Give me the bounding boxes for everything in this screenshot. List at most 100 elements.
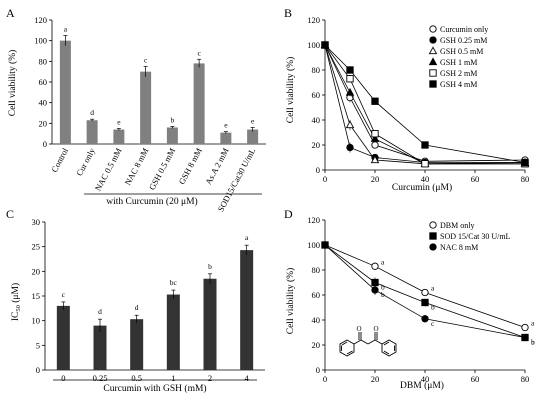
- panel-d-sig-sod-15-cat-30-u-ml-80: b: [531, 338, 535, 347]
- panel-b-point-gsh-1-mm-10: [345, 87, 355, 96]
- panel-c-sig-letter-0-25: d: [98, 307, 102, 316]
- panel-b-y-tick-40: 40: [312, 115, 321, 125]
- panel-d-legend-label-sod-15-cat-30-u-ml: SOD 15/Cat 30 U/mL: [440, 232, 511, 241]
- panel-c-x-tick-0-5: 0.5: [131, 373, 142, 383]
- panel-c-bar-0: [56, 305, 70, 370]
- panel-a-bar-nac-0-5-mm: [113, 129, 125, 144]
- panel-c-sig-letter-2: b: [208, 262, 212, 271]
- panel-c-y-tick-20: 20: [32, 266, 41, 276]
- panel-a-x-tick-gsh-0-5-mm: GSH 0.5 mM: [147, 146, 178, 192]
- panel-a-x-tick-cur-only: Cur only: [74, 146, 97, 178]
- panel-a-sig-letter-cur-only: d: [90, 108, 94, 117]
- panel-d-sig-dbm-only-40: a: [431, 284, 435, 293]
- panel-a-sig-letter-nac-8-mm: c: [144, 56, 148, 65]
- panel-a-sig-letter-gsh-8-mm: c: [197, 48, 201, 57]
- panel-c-x-tick-4: 4: [245, 373, 250, 383]
- panel-a-sig-letter-as-a-2-mm: e: [224, 121, 228, 130]
- panel-b-legend-marker-gsh-0-5-mm: [428, 46, 438, 55]
- panel-c-y-tick-15: 15: [32, 291, 41, 301]
- panel-d-point-nac-8-mm-40: [421, 315, 429, 323]
- panel-b-legend-marker-gsh-0-25-mm: [429, 36, 437, 44]
- panel-d-y-tick-40: 40: [312, 315, 321, 325]
- panel-d-y-tick-120: 120: [307, 215, 320, 225]
- panel-d-sig-dbm-only-80: a: [531, 319, 535, 328]
- panel-b-point-curcumin-only-20: [371, 141, 379, 149]
- panel-b-point-gsh-4-mm-80: [521, 158, 529, 167]
- panel-c-bar-0-25: [93, 325, 107, 370]
- panel-b-legend: Curcumin only GSH 0.25 mM GSH 0.5 mM GSH 1 …: [428, 25, 488, 89]
- svg-text:O: O: [374, 325, 379, 333]
- dbm-structure: O O: [339, 325, 397, 357]
- panel-d-x-tick-20: 20: [371, 374, 380, 384]
- panel-a-y-tick-60: 60: [39, 77, 48, 87]
- panel-b-x-title: Curcumin (μM): [392, 182, 452, 193]
- panel-b-legend-label-gsh-2-mm: GSH 2 mM: [440, 69, 477, 78]
- panel-d-sig-sod-15-cat-30-u-ml-40: b: [431, 303, 435, 312]
- panel-b-legend-label-gsh-0-5-mm: GSH 0.5 mM: [440, 47, 483, 56]
- panel-c-bar-0-5: [130, 319, 144, 370]
- panel-c-sig-letter-1: bc: [170, 278, 178, 287]
- panel-a-sig-letter-control: a: [64, 25, 68, 34]
- panel-d-sig-dbm-only-20: a: [381, 257, 385, 266]
- panel-letter-b: B: [284, 6, 292, 20]
- panel-d-y-tick-20: 20: [312, 340, 321, 350]
- panel-a-bar-as-a-2-mm: [220, 132, 232, 144]
- panel-d-sig-sod-15-cat-30-u-ml-20: b: [381, 283, 385, 292]
- panel-a-y-tick-100: 100: [34, 36, 47, 46]
- panel-d-x-tick-0: 0: [323, 374, 327, 384]
- panel-d-legend-label-nac-8-mm: NAC 8 mM: [440, 243, 478, 252]
- panel-c-x-tick-0-25: 0.25: [93, 373, 108, 383]
- panel-a-x-tick-gsh-8-mm: GSH 8 mM: [176, 146, 204, 186]
- panel-a-x-tick-control: Control: [49, 146, 70, 174]
- panel-b-legend-label-gsh-1-mm: GSH 1 mM: [440, 58, 477, 67]
- panel-c-y-tick-0: 0: [36, 365, 40, 375]
- panel-a-x-tick-nac-8-mm: NAC 8 mM: [122, 146, 150, 187]
- panel-d-line-nac-8-mm: [324, 244, 526, 338]
- panel-d-point-nac-8-mm-0: [321, 241, 329, 249]
- panel-d-point-dbm-only-40: [421, 288, 429, 297]
- panel-d-y-tick-100: 100: [307, 240, 320, 250]
- panel-a-y-title: Cell viability (%): [7, 50, 18, 117]
- panel-b-point-gsh-4-mm-0: [321, 41, 329, 49]
- panel-b-point-gsh-0-25-mm-10: [346, 143, 354, 152]
- panel-d-line-dbm-only: [324, 244, 526, 328]
- panel-b-y-title: Cell viability (%): [285, 57, 296, 124]
- panel-d-x-title: DBM (μM): [400, 380, 444, 391]
- svg-text:O: O: [357, 325, 362, 333]
- panel-b-legend-marker-gsh-1-mm: [428, 57, 438, 66]
- panel-b-y-tick-20: 20: [312, 140, 321, 150]
- panel-c-x-tick-0: 0: [61, 373, 65, 383]
- panel-b: Cell viability (%) Curcumin (μM) 0 20 40 60…: [285, 15, 530, 193]
- panel-b-y-tick-120: 120: [307, 15, 320, 25]
- panel-b-legend-label-gsh-0-25-mm: GSH 0.25 mM: [440, 36, 487, 45]
- panel-d-sig-nac-8-mm-40: c: [431, 319, 435, 328]
- panel-c-x-tick-2: 2: [208, 373, 212, 383]
- panel-b-point-gsh-2-mm-10: [346, 75, 354, 83]
- panel-b-y-tick-0: 0: [316, 165, 320, 175]
- panel-d-legend-marker-nac-8-mm: [429, 243, 437, 251]
- panel-a-y-tick-20: 20: [39, 118, 48, 128]
- panel-b-x-tick-80: 80: [521, 174, 530, 184]
- panel-d-y-tick-0: 0: [316, 365, 320, 375]
- panel-a-bar-gsh-8-mm: [193, 63, 205, 144]
- panel-c-sig-letter-0-5: d: [135, 303, 139, 312]
- panel-d-legend-marker-sod-15-cat-30-u-ml: [429, 232, 437, 240]
- panel-c-y-tick-10: 10: [32, 316, 41, 326]
- panel-b-legend-marker-gsh-4-mm: [429, 80, 437, 88]
- panel-letter-a: A: [6, 6, 15, 20]
- panel-c-group-label: Curcumin with GSH (mM): [103, 383, 206, 394]
- panel-b-legend-marker-curcumin-only: [429, 25, 437, 33]
- panel-d-y-tick-80: 80: [312, 265, 321, 275]
- panel-a-bar-sod15-cat30-u-ml: [247, 129, 259, 144]
- panel-c-y-tick-25: 25: [32, 242, 41, 252]
- panel-c-x-tick-1: 1: [171, 373, 175, 383]
- panel-a-bar-control: [59, 40, 71, 144]
- panel-d-sig-nac-8-mm-20: b: [381, 290, 385, 299]
- panel-a-sig-letter-sod15-cat30-u-ml: e: [251, 116, 255, 125]
- panel-d-point-dbm-only-80: [521, 323, 529, 332]
- panel-b-x-tick-20: 20: [371, 174, 380, 184]
- panel-d-legend-label-dbm-only: DBM only: [440, 221, 474, 230]
- panel-a-bar-cur-only: [86, 120, 98, 144]
- panel-c-sig-letter-0: c: [62, 290, 66, 299]
